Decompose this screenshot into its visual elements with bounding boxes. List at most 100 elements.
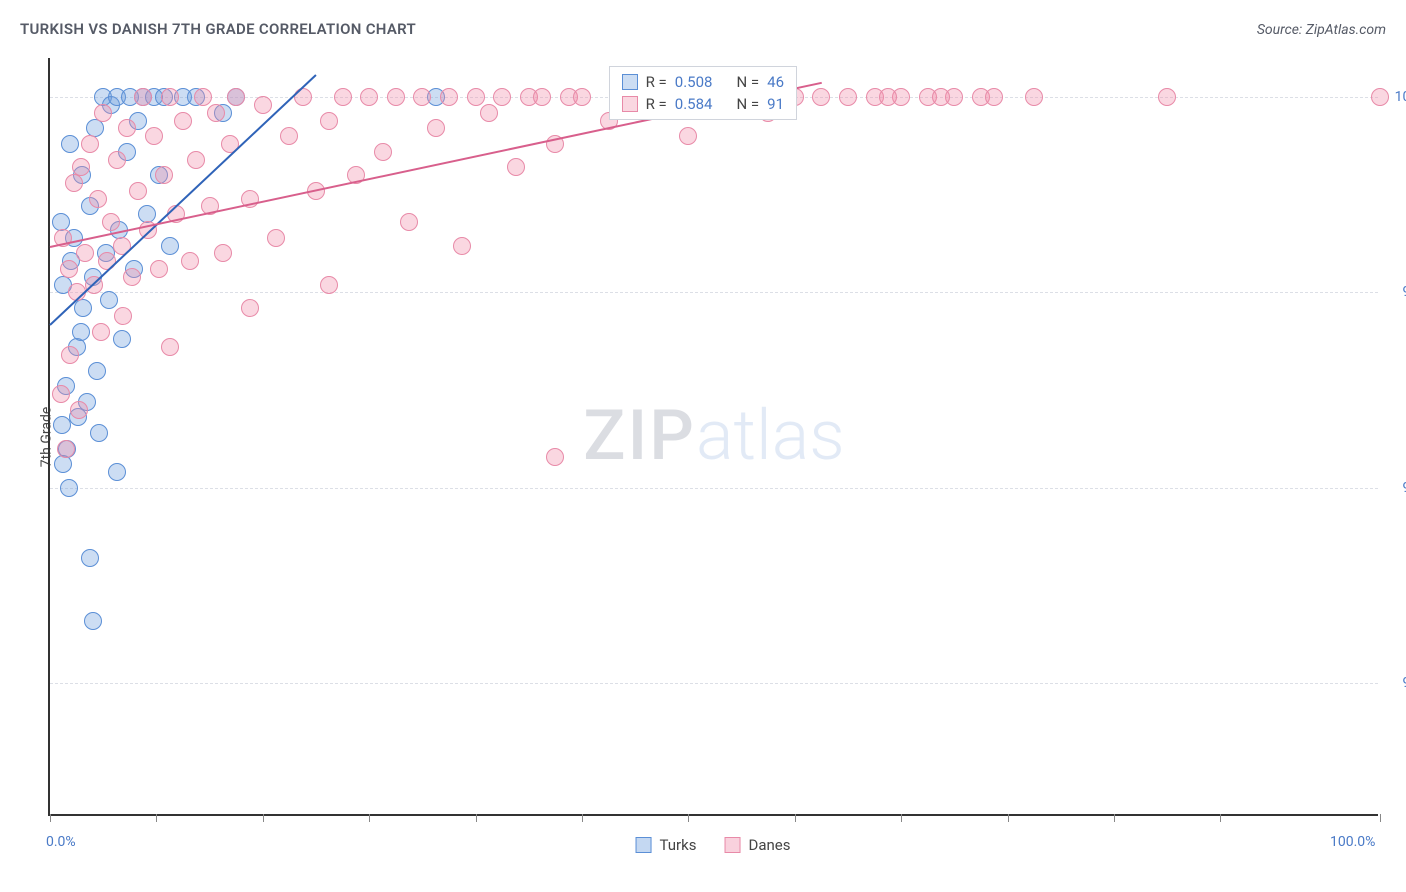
legend-r-value: 0.584 (675, 95, 713, 113)
watermark-zip: ZIP (583, 395, 696, 477)
data-point (812, 88, 830, 106)
data-point (387, 88, 405, 106)
grid-line (50, 683, 1378, 684)
data-point (214, 244, 232, 262)
watermark: ZIPatlas (583, 395, 845, 477)
x-tick (369, 814, 370, 822)
data-point (427, 119, 445, 137)
data-point (81, 549, 99, 567)
data-point (90, 424, 108, 442)
data-point (52, 385, 70, 403)
x-tick-label: 100.0% (1330, 834, 1375, 850)
data-point (88, 362, 106, 380)
y-tick-label: 95.0% (1385, 480, 1406, 496)
x-tick (901, 814, 902, 822)
chart-header: TURKISH VS DANISH 7TH GRADE CORRELATION … (20, 20, 1386, 38)
data-point (227, 88, 245, 106)
data-point (334, 88, 352, 106)
data-point (187, 151, 205, 169)
x-tick (1008, 814, 1009, 822)
chart-area: 7th Grade ZIPatlas 92.5%95.0%97.5%100.0%… (48, 58, 1378, 816)
bottom-legend-label: Danes (748, 836, 790, 854)
data-point (161, 338, 179, 356)
data-point (573, 88, 591, 106)
data-point (100, 291, 118, 309)
data-point (533, 88, 551, 106)
x-tick (1380, 814, 1381, 822)
data-point (679, 127, 697, 145)
bottom-legend-item: Turks (636, 836, 697, 854)
data-point (480, 104, 498, 122)
data-point (161, 88, 179, 106)
data-point (320, 276, 338, 294)
data-point (1371, 88, 1389, 106)
data-point (360, 88, 378, 106)
data-point (113, 330, 131, 348)
data-point (155, 166, 173, 184)
data-point (241, 299, 259, 317)
legend-n-value: 91 (767, 95, 784, 113)
data-point (181, 252, 199, 270)
data-point (60, 479, 78, 497)
y-tick-label: 92.5% (1385, 675, 1406, 691)
data-point (54, 455, 72, 473)
data-point (94, 104, 112, 122)
data-point (60, 260, 78, 278)
legend-n-value: 46 (767, 73, 784, 91)
data-point (145, 127, 163, 145)
legend-r-value: 0.508 (675, 73, 713, 91)
bottom-legend-item: Danes (724, 836, 790, 854)
legend-r-label: R = (646, 73, 667, 91)
data-point (507, 158, 525, 176)
y-tick-label: 97.5% (1385, 284, 1406, 300)
x-tick (50, 814, 51, 822)
x-tick (688, 814, 689, 822)
legend-swatch (724, 837, 740, 853)
legend-n-label: N = (736, 95, 759, 113)
data-point (61, 346, 79, 364)
legend-swatch (622, 96, 638, 112)
scatter-plot: ZIPatlas 92.5%95.0%97.5%100.0%0.0%100.0%… (48, 58, 1378, 816)
chart-source: Source: ZipAtlas.com (1257, 22, 1386, 38)
data-point (400, 213, 418, 231)
bottom-legend: Turks Danes (636, 836, 791, 854)
data-point (267, 229, 285, 247)
legend-n-label: N = (736, 73, 759, 91)
data-point (98, 252, 116, 270)
data-point (118, 119, 136, 137)
x-tick (263, 814, 264, 822)
grid-line (50, 488, 1378, 489)
legend-swatch (622, 74, 638, 90)
data-point (207, 104, 225, 122)
data-point (76, 244, 94, 262)
data-point (74, 299, 92, 317)
data-point (92, 323, 110, 341)
data-point (102, 213, 120, 231)
x-tick (795, 814, 796, 822)
x-tick-label: 0.0% (46, 834, 76, 850)
data-point (374, 143, 392, 161)
data-point (84, 612, 102, 630)
data-point (493, 88, 511, 106)
data-point (70, 401, 88, 419)
legend-swatch (636, 837, 652, 853)
legend-r-label: R = (646, 95, 667, 113)
data-point (123, 268, 141, 286)
legend-row: R = 0.584 N = 91 (622, 93, 784, 115)
data-point (932, 88, 950, 106)
data-point (320, 112, 338, 130)
x-tick (1114, 814, 1115, 822)
data-point (61, 135, 79, 153)
data-point (134, 88, 152, 106)
data-point (453, 237, 471, 255)
bottom-legend-label: Turks (660, 836, 697, 854)
chart-title: TURKISH VS DANISH 7TH GRADE CORRELATION … (20, 20, 416, 38)
data-point (65, 174, 83, 192)
data-point (174, 112, 192, 130)
data-point (53, 416, 71, 434)
x-tick (582, 814, 583, 822)
data-point (114, 307, 132, 325)
data-point (89, 190, 107, 208)
data-point (280, 127, 298, 145)
correlation-legend: R = 0.508 N = 46 R = 0.584 N = 91 (609, 66, 797, 120)
